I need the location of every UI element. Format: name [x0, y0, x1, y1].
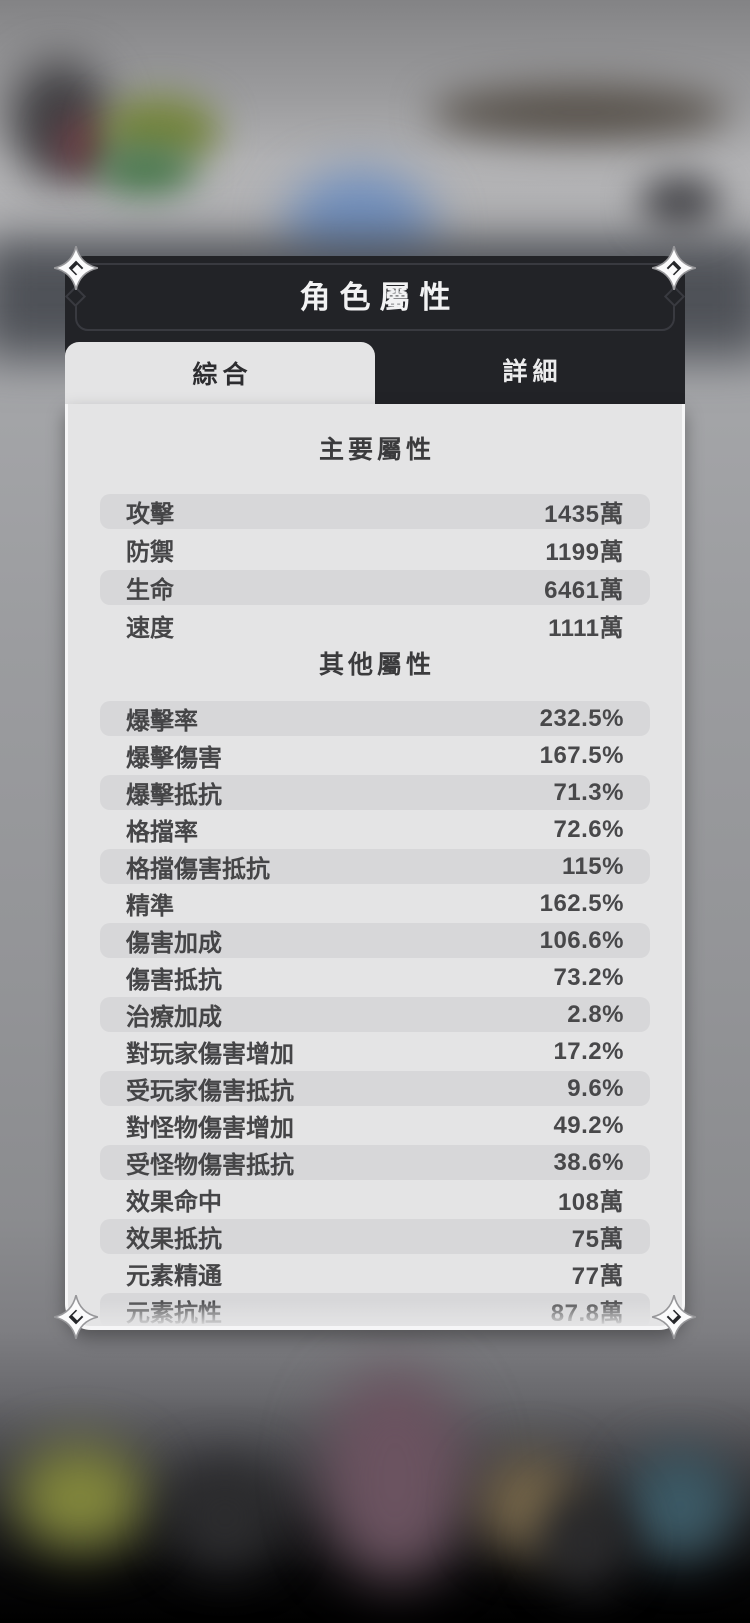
attr-label: 元素精通 [126, 1263, 222, 1290]
corner-ornament-icon [53, 245, 99, 291]
attr-value: 38.6% [553, 1148, 624, 1176]
attr-row: 受玩家傷害抵抗 9.6% [100, 1071, 650, 1106]
tab-overview[interactable]: 綜合 [65, 342, 375, 404]
attr-row: 格擋傷害抵抗 115% [100, 849, 650, 884]
attr-row: 傷害加成 106.6% [100, 923, 650, 958]
attr-row: 格擋率 72.6% [100, 812, 650, 847]
corner-ornament-icon [651, 1294, 697, 1340]
attr-label: 格擋率 [126, 819, 198, 846]
tab-bar: 綜合 詳細 [65, 336, 685, 404]
attr-value: 72.6% [553, 815, 624, 843]
attr-value: 49.2% [553, 1111, 624, 1139]
attr-row: 對怪物傷害增加 49.2% [100, 1108, 650, 1143]
tab-details[interactable]: 詳細 [502, 358, 563, 386]
attr-label: 治療加成 [126, 1004, 222, 1031]
attr-label: 爆擊率 [126, 708, 198, 735]
section-rows: 攻擊 1435萬 防禦 1199萬 生命 6461萬 速度 1111萬 [68, 494, 682, 643]
attr-row: 爆擊傷害 167.5% [100, 738, 650, 773]
attr-row: 生命 6461萬 [100, 570, 650, 605]
attr-row: 對玩家傷害增加 17.2% [100, 1034, 650, 1069]
attr-label: 效果抵抗 [126, 1226, 222, 1253]
attr-value: 77萬 [571, 1263, 624, 1290]
attr-row: 治療加成 2.8% [100, 997, 650, 1032]
attr-row: 爆擊抵抗 71.3% [100, 775, 650, 810]
corner-ornament-icon [651, 245, 697, 291]
attr-label: 受怪物傷害抵抗 [126, 1152, 294, 1179]
attr-value: 1199萬 [545, 539, 624, 566]
attr-label: 精準 [126, 893, 174, 920]
section-title: 其他屬性 [318, 651, 435, 679]
attr-row: 精準 162.5% [100, 886, 650, 921]
attr-row: 速度 1111萬 [100, 608, 650, 643]
attr-value: 17.2% [553, 1037, 624, 1065]
section-rows: 爆擊率 232.5% 爆擊傷害 167.5% 爆擊抵抗 71.3% 格擋率 72… [68, 701, 682, 1327]
background-blur [540, 1490, 630, 1590]
attr-value: 167.5% [539, 741, 624, 769]
attr-label: 速度 [126, 615, 174, 642]
attr-label: 對怪物傷害增加 [126, 1115, 294, 1142]
attr-row: 傷害抵抗 73.2% [100, 960, 650, 995]
attr-value: 87.8萬 [550, 1300, 624, 1327]
character-attributes-dialog: 角色屬性 綜合 詳細 主要屬性 攻擊 1435萬 防禦 1199萬 生命 646… [53, 245, 697, 1340]
attr-value: 115% [561, 852, 624, 880]
attr-value: 9.6% [567, 1074, 624, 1102]
attr-value: 232.5% [539, 704, 624, 732]
background-blur [95, 145, 195, 195]
attr-row: 元素精通 77萬 [100, 1256, 650, 1291]
attr-label: 傷害抵抗 [126, 967, 222, 994]
attr-row: 防禦 1199萬 [100, 532, 650, 567]
background-blur [320, 1370, 470, 1580]
attr-label: 爆擊傷害 [126, 745, 222, 772]
background-blur [640, 175, 720, 230]
attr-label: 生命 [126, 577, 174, 604]
section-title: 主要屬性 [318, 436, 435, 464]
background-blur [15, 1445, 145, 1550]
attr-section: 其他屬性 爆擊率 232.5% 爆擊傷害 167.5% 爆擊抵抗 71.3% 格… [68, 649, 682, 1327]
attr-label: 元素抗性 [126, 1300, 222, 1327]
attr-value: 2.8% [567, 1000, 624, 1028]
attr-label: 防禦 [126, 539, 174, 566]
attr-value: 106.6% [539, 926, 624, 954]
attr-value: 1111萬 [548, 615, 624, 642]
attr-value: 108萬 [557, 1189, 624, 1216]
attr-row: 元素抗性 87.8萬 [100, 1293, 650, 1327]
attr-row: 攻擊 1435萬 [100, 494, 650, 529]
attr-value: 73.2% [553, 963, 624, 991]
background-blur [170, 1460, 280, 1570]
attr-label: 效果命中 [126, 1189, 222, 1216]
attr-label: 攻擊 [126, 501, 174, 528]
attributes-scroll-area[interactable]: 主要屬性 攻擊 1435萬 防禦 1199萬 生命 6461萬 速度 1111萬… [65, 404, 685, 1330]
header-ornament-border [64, 263, 686, 331]
attr-label: 對玩家傷害增加 [126, 1041, 294, 1068]
background-blur [625, 1450, 735, 1560]
dialog-title: 角色屬性 [299, 280, 460, 315]
attr-row: 效果命中 108萬 [100, 1182, 650, 1217]
dialog-header: 角色屬性 綜合 詳細 [64, 256, 686, 404]
attr-row: 受怪物傷害抵抗 38.6% [100, 1145, 650, 1180]
attr-section: 主要屬性 攻擊 1435萬 防禦 1199萬 生命 6461萬 速度 1111萬 [68, 434, 682, 643]
background-blur [430, 85, 730, 140]
attr-label: 爆擊抵抗 [126, 782, 222, 809]
attr-label: 受玩家傷害抵抗 [126, 1078, 294, 1105]
attr-value: 75萬 [571, 1226, 624, 1253]
attr-label: 傷害加成 [126, 930, 222, 957]
attr-value: 71.3% [553, 778, 624, 806]
corner-ornament-icon [53, 1294, 99, 1340]
attr-value: 6461萬 [544, 577, 624, 604]
attr-value: 162.5% [539, 889, 624, 917]
attr-row: 效果抵抗 75萬 [100, 1219, 650, 1254]
attr-label: 格擋傷害抵抗 [126, 856, 270, 883]
attr-value: 1435萬 [544, 501, 624, 528]
attr-row: 爆擊率 232.5% [100, 701, 650, 736]
